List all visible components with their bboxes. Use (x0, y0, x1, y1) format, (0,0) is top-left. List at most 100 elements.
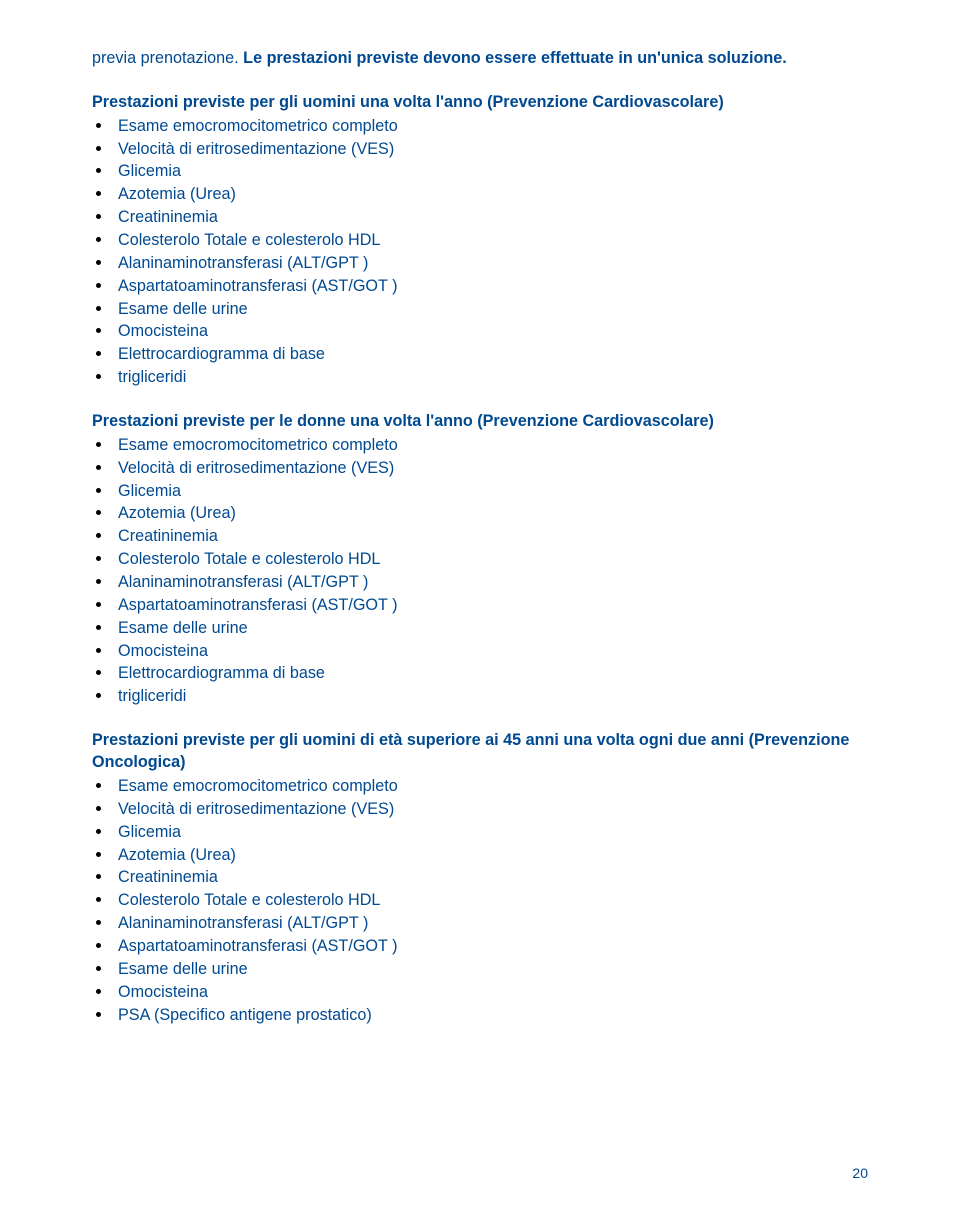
bullet-icon (96, 670, 101, 675)
list-item: trigliceridi (92, 367, 868, 389)
list-item-label: Creatininemia (118, 527, 218, 545)
list-item-label: Azotemia (Urea) (118, 846, 236, 864)
bullet-icon (96, 260, 101, 265)
list-item-label: Azotemia (Urea) (118, 185, 236, 203)
bullet-icon (96, 943, 101, 948)
list-item-label: Esame emocromocitometrico completo (118, 777, 398, 795)
bullet-icon (96, 306, 101, 311)
bullet-icon (96, 442, 101, 447)
list-item: Esame delle urine (92, 618, 868, 640)
bullet-icon (96, 556, 101, 561)
list-item: Glicemia (92, 481, 868, 503)
list-item-label: Esame delle urine (118, 300, 248, 318)
list-item: Esame emocromocitometrico completo (92, 116, 868, 138)
list-item: Aspartatoaminotransferasi (AST/GOT ) (92, 936, 868, 958)
list-item-label: Elettrocardiogramma di base (118, 345, 325, 363)
bullet-icon (96, 783, 101, 788)
item-list: Esame emocromocitometrico completo Veloci… (92, 116, 868, 389)
list-item: Elettrocardiogramma di base (92, 344, 868, 366)
list-item-label: Esame delle urine (118, 960, 248, 978)
list-item: Velocità di eritrosedimentazione (VES) (92, 139, 868, 161)
list-item-label: Creatininemia (118, 868, 218, 886)
bullet-icon (96, 693, 101, 698)
bullet-icon (96, 625, 101, 630)
bullet-icon (96, 123, 101, 128)
item-list: Esame emocromocitometrico completo Veloci… (92, 435, 868, 708)
list-item: PSA (Specifico antigene prostatico) (92, 1005, 868, 1027)
page-number: 20 (852, 1165, 868, 1181)
list-item-label: Esame emocromocitometrico completo (118, 436, 398, 454)
bullet-icon (96, 510, 101, 515)
bullet-icon (96, 920, 101, 925)
bullet-icon (96, 579, 101, 584)
bullet-icon (96, 465, 101, 470)
list-item-label: Creatininemia (118, 208, 218, 226)
list-item: Alaninaminotransferasi (ALT/GPT ) (92, 913, 868, 935)
list-item-label: Glicemia (118, 162, 181, 180)
list-item: Velocità di eritrosedimentazione (VES) (92, 458, 868, 480)
intro-part1: previa prenotazione. (92, 49, 239, 67)
list-item-label: Esame emocromocitometrico completo (118, 117, 398, 135)
list-item-label: Alaninaminotransferasi (ALT/GPT ) (118, 254, 368, 272)
intro-part2: Le prestazioni previste devono essere ef… (239, 49, 787, 67)
list-item: Creatininemia (92, 207, 868, 229)
list-item: trigliceridi (92, 686, 868, 708)
list-item: Esame emocromocitometrico completo (92, 776, 868, 798)
page-content: previa prenotazione. Le prestazioni prev… (92, 48, 868, 1026)
bullet-icon (96, 852, 101, 857)
list-item: Omocisteina (92, 982, 868, 1004)
list-item-label: Velocità di eritrosedimentazione (VES) (118, 140, 394, 158)
section-heading: Prestazioni previste per gli uomini una … (92, 92, 868, 114)
list-item: Azotemia (Urea) (92, 845, 868, 867)
list-item-label: Aspartatoaminotransferasi (AST/GOT ) (118, 277, 397, 295)
list-item-label: Colesterolo Totale e colesterolo HDL (118, 231, 380, 249)
list-item: Alaninaminotransferasi (ALT/GPT ) (92, 253, 868, 275)
bullet-icon (96, 237, 101, 242)
list-item: Colesterolo Totale e colesterolo HDL (92, 549, 868, 571)
bullet-icon (96, 283, 101, 288)
list-item: Esame delle urine (92, 959, 868, 981)
list-item: Creatininemia (92, 526, 868, 548)
list-item: Omocisteina (92, 641, 868, 663)
list-item: Azotemia (Urea) (92, 184, 868, 206)
list-item-label: Colesterolo Totale e colesterolo HDL (118, 891, 380, 909)
list-item-label: Omocisteina (118, 983, 208, 1001)
list-item: Velocità di eritrosedimentazione (VES) (92, 799, 868, 821)
bullet-icon (96, 488, 101, 493)
list-item: Elettrocardiogramma di base (92, 663, 868, 685)
section-heading: Prestazioni previste per gli uomini di e… (92, 730, 868, 774)
list-item: Azotemia (Urea) (92, 503, 868, 525)
list-item-label: Omocisteina (118, 322, 208, 340)
list-item: Esame emocromocitometrico completo (92, 435, 868, 457)
list-item-label: Velocità di eritrosedimentazione (VES) (118, 459, 394, 477)
bullet-icon (96, 1012, 101, 1017)
sections-container: Prestazioni previste per gli uomini una … (92, 92, 868, 1027)
list-item-label: Alaninaminotransferasi (ALT/GPT ) (118, 573, 368, 591)
list-item-label: Glicemia (118, 482, 181, 500)
item-list: Esame emocromocitometrico completo Veloci… (92, 776, 868, 1026)
bullet-icon (96, 351, 101, 356)
list-item-label: Glicemia (118, 823, 181, 841)
list-item-label: Omocisteina (118, 642, 208, 660)
list-item: Esame delle urine (92, 299, 868, 321)
bullet-icon (96, 989, 101, 994)
bullet-icon (96, 214, 101, 219)
list-item-label: Elettrocardiogramma di base (118, 664, 325, 682)
list-item-label: Azotemia (Urea) (118, 504, 236, 522)
list-item-label: Aspartatoaminotransferasi (AST/GOT ) (118, 937, 397, 955)
list-item: Colesterolo Totale e colesterolo HDL (92, 890, 868, 912)
list-item-label: PSA (Specifico antigene prostatico) (118, 1006, 372, 1024)
bullet-icon (96, 897, 101, 902)
list-item-label: Aspartatoaminotransferasi (AST/GOT ) (118, 596, 397, 614)
bullet-icon (96, 168, 101, 173)
section-heading: Prestazioni previste per le donne una vo… (92, 411, 868, 433)
bullet-icon (96, 146, 101, 151)
bullet-icon (96, 602, 101, 607)
list-item-label: trigliceridi (118, 687, 186, 705)
list-item-label: trigliceridi (118, 368, 186, 386)
list-item: Aspartatoaminotransferasi (AST/GOT ) (92, 595, 868, 617)
list-item: Alaninaminotransferasi (ALT/GPT ) (92, 572, 868, 594)
list-item: Glicemia (92, 822, 868, 844)
bullet-icon (96, 533, 101, 538)
list-item-label: Velocità di eritrosedimentazione (VES) (118, 800, 394, 818)
